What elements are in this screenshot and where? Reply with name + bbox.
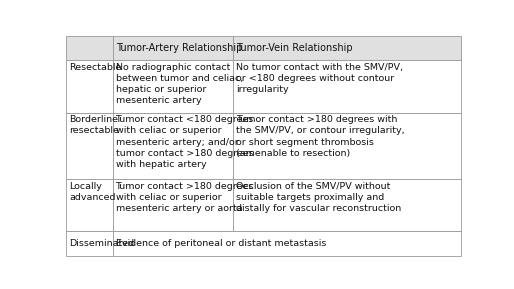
- Text: No tumor contact with the SMV/PV,
or <180 degrees without contour
irregularity: No tumor contact with the SMV/PV, or <18…: [236, 63, 403, 94]
- Text: Occlusion of the SMV/PV without
suitable targets proximally and
distally for vas: Occlusion of the SMV/PV without suitable…: [236, 182, 401, 213]
- Bar: [113, 231, 461, 256]
- Bar: [113, 113, 233, 179]
- Text: Resectable: Resectable: [69, 63, 121, 72]
- Bar: [233, 179, 461, 231]
- Bar: [233, 36, 461, 60]
- Bar: [113, 36, 233, 60]
- Bar: [66, 179, 113, 231]
- Text: Borderline
resectable: Borderline resectable: [69, 115, 119, 136]
- Bar: [66, 36, 113, 60]
- Bar: [113, 60, 233, 113]
- Text: Disseminated: Disseminated: [69, 239, 134, 248]
- Bar: [66, 60, 113, 113]
- Text: Tumor contact >180 degrees with
the SMV/PV, or contour irregularity,
or short se: Tumor contact >180 degrees with the SMV/…: [236, 115, 405, 158]
- Bar: [66, 113, 113, 179]
- Bar: [233, 60, 461, 113]
- Text: Locally
advanced: Locally advanced: [69, 182, 116, 202]
- Text: Tumor contact >180 degrees
with celiac or superior
mesenteric artery or aorta: Tumor contact >180 degrees with celiac o…: [116, 182, 254, 213]
- Bar: [233, 113, 461, 179]
- Bar: [66, 231, 113, 256]
- Text: Evidence of peritoneal or distant metastasis: Evidence of peritoneal or distant metast…: [116, 239, 326, 248]
- Text: Tumor-Vein Relationship: Tumor-Vein Relationship: [236, 43, 353, 53]
- Text: No radiographic contact
between tumor and celiac,
hepatic or superior
mesenteric: No radiographic contact between tumor an…: [116, 63, 243, 105]
- Text: Tumor contact <180 degrees
with celiac or superior
mesenteric artery; and/or
tum: Tumor contact <180 degrees with celiac o…: [116, 115, 254, 169]
- Bar: [113, 179, 233, 231]
- Text: Tumor-Artery Relationship: Tumor-Artery Relationship: [116, 43, 242, 53]
